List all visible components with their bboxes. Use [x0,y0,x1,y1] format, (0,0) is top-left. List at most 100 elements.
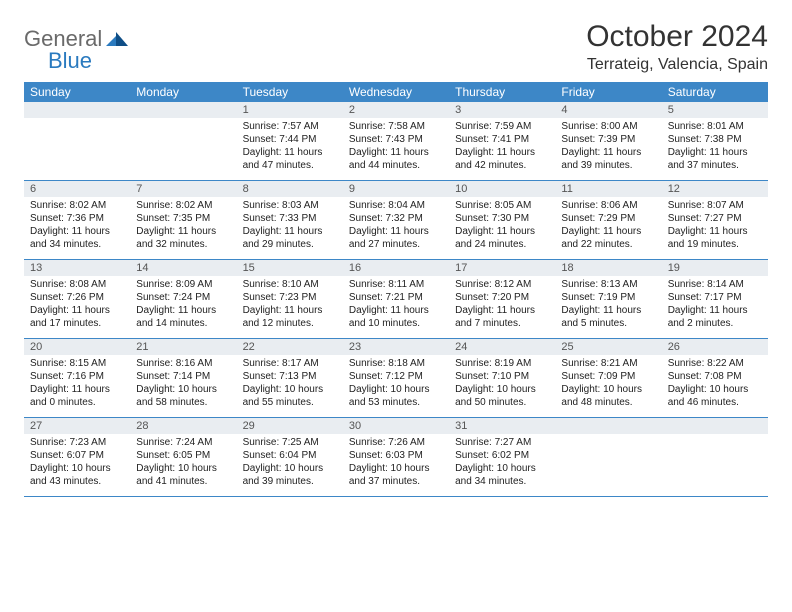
daylight-text-1: Daylight: 10 hours [455,462,549,475]
day-number: 1 [237,102,343,118]
daylight-text-2: and 14 minutes. [136,317,230,330]
week-row: 13Sunrise: 8:08 AMSunset: 7:26 PMDayligh… [24,260,768,339]
dow-saturday: Saturday [662,82,768,102]
day-body: Sunrise: 8:05 AMSunset: 7:30 PMDaylight:… [449,197,555,255]
day-body: Sunrise: 8:17 AMSunset: 7:13 PMDaylight:… [237,355,343,413]
daylight-text-2: and 48 minutes. [561,396,655,409]
day-number: 31 [449,418,555,434]
day-body: Sunrise: 7:57 AMSunset: 7:44 PMDaylight:… [237,118,343,176]
day-body: Sunrise: 7:59 AMSunset: 7:41 PMDaylight:… [449,118,555,176]
day-number: 3 [449,102,555,118]
daylight-text-1: Daylight: 10 hours [349,462,443,475]
sunrise-text: Sunrise: 7:57 AM [243,120,337,133]
daylight-text-2: and 39 minutes. [561,159,655,172]
sunrise-text: Sunrise: 8:06 AM [561,199,655,212]
day-number: 28 [130,418,236,434]
day-number: 10 [449,181,555,197]
day-cell: 15Sunrise: 8:10 AMSunset: 7:23 PMDayligh… [237,260,343,338]
sunrise-text: Sunrise: 8:12 AM [455,278,549,291]
day-body: Sunrise: 8:00 AMSunset: 7:39 PMDaylight:… [555,118,661,176]
sunrise-text: Sunrise: 8:02 AM [30,199,124,212]
sunrise-text: Sunrise: 8:04 AM [349,199,443,212]
day-cell: 4Sunrise: 8:00 AMSunset: 7:39 PMDaylight… [555,102,661,180]
daylight-text-1: Daylight: 10 hours [349,383,443,396]
day-number: 30 [343,418,449,434]
day-body [130,118,236,178]
sunrise-text: Sunrise: 7:24 AM [136,436,230,449]
day-number: 22 [237,339,343,355]
daylight-text-1: Daylight: 10 hours [243,462,337,475]
day-cell [24,102,130,180]
day-body: Sunrise: 8:11 AMSunset: 7:21 PMDaylight:… [343,276,449,334]
dow-tuesday: Tuesday [237,82,343,102]
day-body: Sunrise: 8:04 AMSunset: 7:32 PMDaylight:… [343,197,449,255]
day-cell [130,102,236,180]
sunset-text: Sunset: 7:35 PM [136,212,230,225]
daylight-text-1: Daylight: 11 hours [455,304,549,317]
sunset-text: Sunset: 7:38 PM [668,133,762,146]
daylight-text-2: and 29 minutes. [243,238,337,251]
day-number: 2 [343,102,449,118]
dow-sunday: Sunday [24,82,130,102]
day-body: Sunrise: 8:13 AMSunset: 7:19 PMDaylight:… [555,276,661,334]
day-number: 16 [343,260,449,276]
day-cell: 19Sunrise: 8:14 AMSunset: 7:17 PMDayligh… [662,260,768,338]
dow-monday: Monday [130,82,236,102]
daylight-text-1: Daylight: 11 hours [30,383,124,396]
day-body: Sunrise: 8:09 AMSunset: 7:24 PMDaylight:… [130,276,236,334]
daylight-text-2: and 44 minutes. [349,159,443,172]
day-body: Sunrise: 8:07 AMSunset: 7:27 PMDaylight:… [662,197,768,255]
day-number [662,418,768,434]
day-number: 27 [24,418,130,434]
day-body [24,118,130,178]
day-number: 20 [24,339,130,355]
day-number: 14 [130,260,236,276]
day-cell: 14Sunrise: 8:09 AMSunset: 7:24 PMDayligh… [130,260,236,338]
sunset-text: Sunset: 7:26 PM [30,291,124,304]
daylight-text-2: and 46 minutes. [668,396,762,409]
day-body: Sunrise: 7:27 AMSunset: 6:02 PMDaylight:… [449,434,555,492]
day-cell: 16Sunrise: 8:11 AMSunset: 7:21 PMDayligh… [343,260,449,338]
day-cell [662,418,768,496]
daylight-text-2: and 0 minutes. [30,396,124,409]
day-number: 21 [130,339,236,355]
day-body: Sunrise: 7:25 AMSunset: 6:04 PMDaylight:… [237,434,343,492]
daylight-text-2: and 34 minutes. [30,238,124,251]
daylight-text-2: and 24 minutes. [455,238,549,251]
day-number: 18 [555,260,661,276]
day-cell: 20Sunrise: 8:15 AMSunset: 7:16 PMDayligh… [24,339,130,417]
daylight-text-2: and 12 minutes. [243,317,337,330]
daylight-text-1: Daylight: 10 hours [136,383,230,396]
sunrise-text: Sunrise: 7:27 AM [455,436,549,449]
day-cell: 29Sunrise: 7:25 AMSunset: 6:04 PMDayligh… [237,418,343,496]
sunrise-text: Sunrise: 8:00 AM [561,120,655,133]
sunrise-text: Sunrise: 8:11 AM [349,278,443,291]
day-body: Sunrise: 8:14 AMSunset: 7:17 PMDaylight:… [662,276,768,334]
daylight-text-1: Daylight: 11 hours [668,146,762,159]
calendar: Sunday Monday Tuesday Wednesday Thursday… [24,82,768,497]
sunset-text: Sunset: 7:39 PM [561,133,655,146]
dow-header-row: Sunday Monday Tuesday Wednesday Thursday… [24,82,768,102]
sunset-text: Sunset: 6:04 PM [243,449,337,462]
daylight-text-2: and 7 minutes. [455,317,549,330]
day-body: Sunrise: 7:23 AMSunset: 6:07 PMDaylight:… [24,434,130,492]
day-number: 11 [555,181,661,197]
day-number: 5 [662,102,768,118]
sunset-text: Sunset: 7:36 PM [30,212,124,225]
sunset-text: Sunset: 6:03 PM [349,449,443,462]
sunrise-text: Sunrise: 8:19 AM [455,357,549,370]
sunset-text: Sunset: 7:33 PM [243,212,337,225]
sunset-text: Sunset: 7:08 PM [668,370,762,383]
day-body [662,434,768,494]
sunset-text: Sunset: 7:24 PM [136,291,230,304]
daylight-text-1: Daylight: 10 hours [561,383,655,396]
month-title: October 2024 [586,20,768,54]
day-cell: 3Sunrise: 7:59 AMSunset: 7:41 PMDaylight… [449,102,555,180]
daylight-text-1: Daylight: 10 hours [136,462,230,475]
day-cell: 22Sunrise: 8:17 AMSunset: 7:13 PMDayligh… [237,339,343,417]
daylight-text-1: Daylight: 11 hours [349,304,443,317]
sunrise-text: Sunrise: 8:03 AM [243,199,337,212]
day-body: Sunrise: 8:12 AMSunset: 7:20 PMDaylight:… [449,276,555,334]
header-row: General Blue October 2024 Terrateig, Val… [24,20,768,74]
day-body: Sunrise: 8:21 AMSunset: 7:09 PMDaylight:… [555,355,661,413]
